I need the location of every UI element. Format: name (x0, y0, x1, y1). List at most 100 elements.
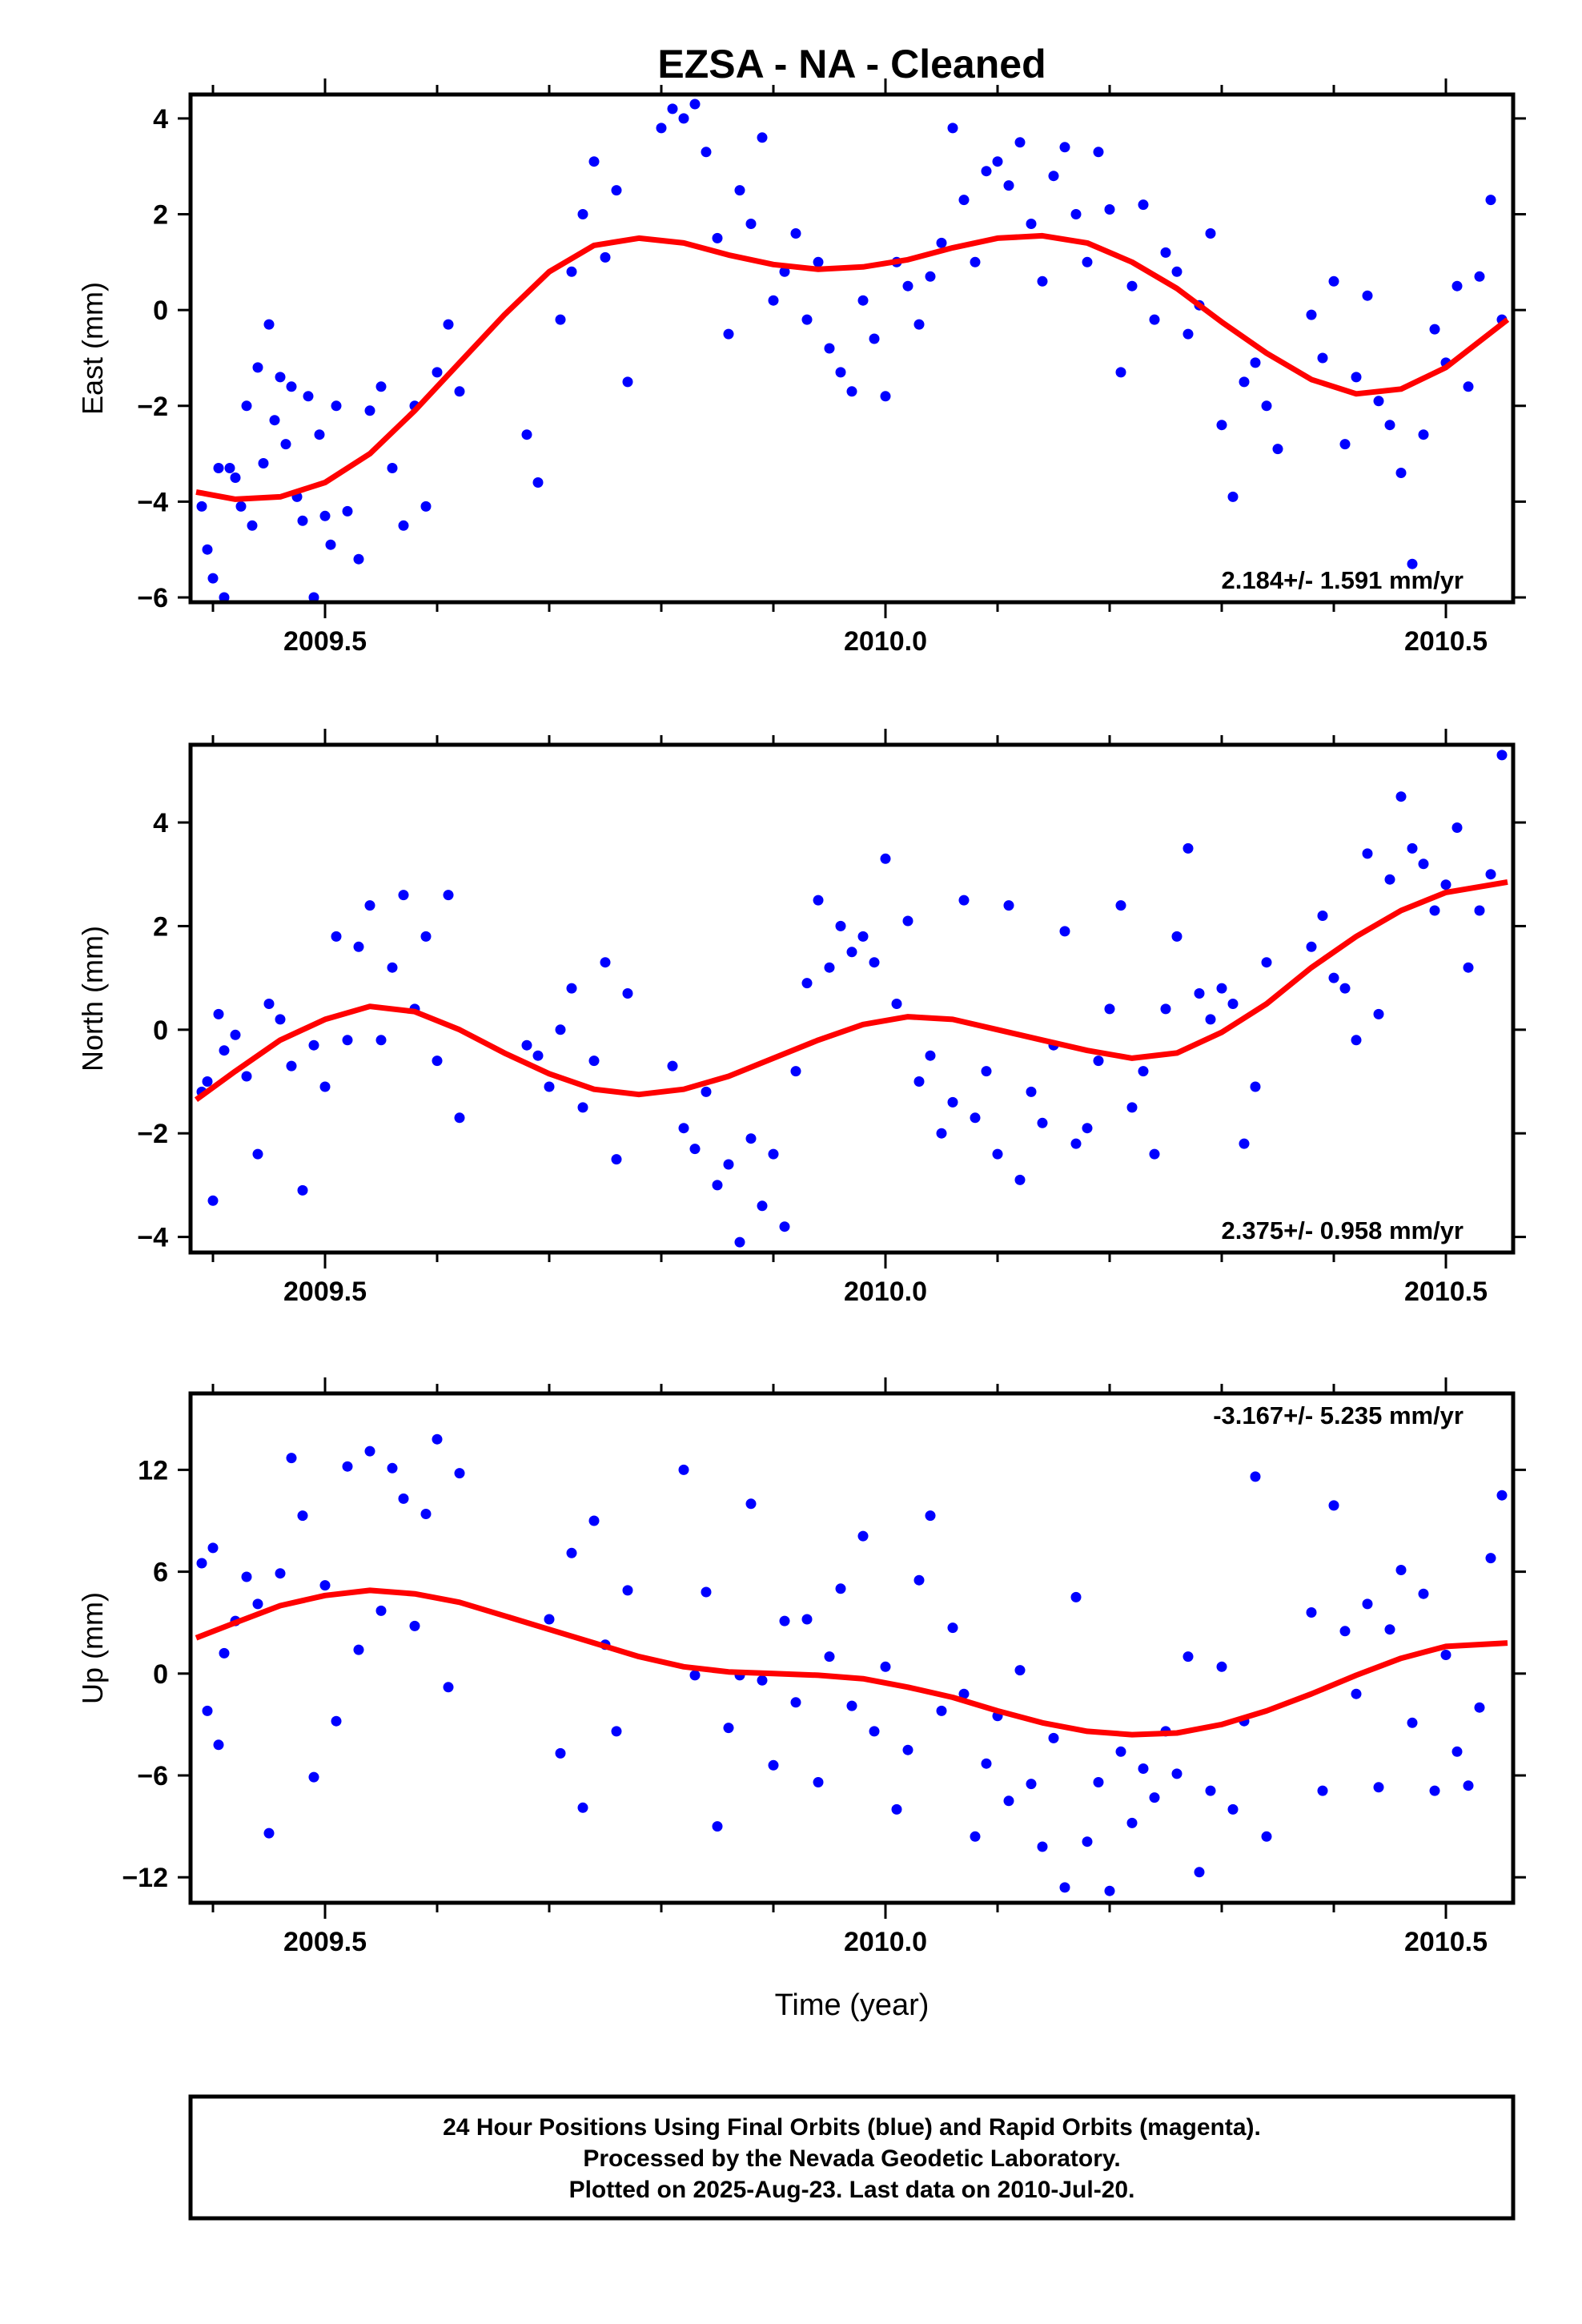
north-data-point (252, 1148, 263, 1160)
north-data-point (1059, 926, 1070, 937)
east-data-point (532, 477, 544, 488)
east-data-point (252, 362, 263, 373)
up-y-tick-label: 6 (153, 1558, 168, 1588)
east-data-point (1182, 328, 1194, 340)
east-data-point (443, 319, 454, 330)
north-data-point (1395, 791, 1407, 802)
up-data-point (1250, 1471, 1261, 1482)
east-data-point (247, 520, 258, 531)
up-data-point (757, 1675, 768, 1686)
north-data-point (1014, 1174, 1026, 1185)
north-data-point (757, 1200, 768, 1212)
east-data-point (981, 166, 992, 177)
up-data-point (409, 1620, 420, 1631)
north-x-tick-label: 2009.5 (283, 1277, 367, 1307)
east-data-point (622, 376, 633, 388)
up-data-point (891, 1803, 902, 1815)
up-data-point (588, 1515, 600, 1526)
east-data-point (1351, 372, 1362, 383)
up-data-point (1395, 1565, 1407, 1575)
up-data-point (1014, 1665, 1026, 1676)
east-data-point (1149, 314, 1160, 325)
north-data-point (1194, 988, 1205, 999)
east-y-tick-label: −4 (137, 487, 168, 517)
east-data-point (1452, 280, 1463, 292)
up-data-point (689, 1670, 701, 1681)
north-data-point (398, 890, 409, 901)
up-data-point (970, 1831, 981, 1842)
east-data-point (566, 266, 577, 277)
east-data-point (308, 592, 319, 602)
up-data-point (857, 1530, 869, 1542)
east-data-point (521, 429, 532, 440)
up-data-point (1351, 1688, 1362, 1699)
east-data-point (734, 185, 745, 196)
north-data-point (1115, 900, 1126, 911)
up-data-point (824, 1651, 835, 1663)
up-rate-label: -3.167+/- 5.235 mm/yr (1213, 1401, 1464, 1429)
east-data-point (213, 463, 224, 473)
east-data-point (1373, 396, 1384, 407)
east-data-point (1317, 352, 1328, 364)
north-data-point (846, 947, 857, 958)
north-data-point (1362, 848, 1373, 859)
up-data-point (835, 1583, 846, 1594)
east-data-point (1362, 290, 1373, 301)
up-data-point (958, 1688, 970, 1699)
north-y-tick-label: 0 (153, 1015, 168, 1046)
up-data-point (801, 1614, 813, 1625)
up-data-point (745, 1498, 757, 1510)
east-y-tick-label: 2 (153, 200, 168, 231)
north-data-point (992, 1148, 1003, 1160)
up-data-point (1026, 1779, 1037, 1790)
north-data-point (622, 988, 633, 999)
north-data-point (521, 1039, 532, 1051)
up-points (196, 1433, 1508, 1896)
north-data-point (1440, 879, 1452, 891)
up-data-point (846, 1700, 857, 1711)
north-data-point (869, 957, 880, 968)
east-data-point (1048, 171, 1059, 182)
north-rate-label: 2.375+/- 0.958 mm/yr (1222, 1216, 1464, 1244)
north-data-point (532, 1050, 544, 1061)
east-data-point (1216, 420, 1227, 431)
up-data-point (1317, 1785, 1328, 1796)
east-data-point (364, 405, 375, 416)
up-data-point (387, 1462, 398, 1474)
up-data-point (432, 1433, 443, 1445)
north-data-point (1250, 1081, 1261, 1092)
north-data-point (857, 931, 869, 942)
north-data-point (1351, 1035, 1362, 1046)
up-data-point (443, 1682, 454, 1693)
east-data-point (768, 295, 779, 306)
north-data-point (230, 1029, 241, 1040)
north-data-point (813, 895, 824, 906)
east-data-point (992, 156, 1003, 167)
east-data-point (958, 195, 970, 206)
up-data-point (241, 1571, 252, 1582)
up-data-point (319, 1580, 331, 1591)
east-data-point (902, 280, 913, 292)
north-data-point (1463, 962, 1474, 973)
up-data-point (1384, 1624, 1395, 1635)
up-data-point (219, 1647, 230, 1659)
east-data-point (319, 510, 331, 521)
north-data-point (734, 1236, 745, 1248)
east-data-point (432, 367, 443, 378)
up-data-point (1328, 1500, 1339, 1511)
east-data-point (258, 458, 269, 468)
up-data-point (1452, 1746, 1463, 1757)
north-data-point (544, 1081, 555, 1092)
east-data-point (1070, 209, 1082, 219)
north-data-point (1093, 1055, 1104, 1067)
north-data-point (600, 957, 611, 968)
east-data-point (1205, 228, 1216, 239)
north-data-point (1474, 905, 1485, 916)
up-data-point (454, 1468, 465, 1479)
north-data-point (353, 941, 364, 952)
up-data-point (678, 1464, 689, 1475)
east-data-point (1306, 309, 1317, 320)
east-data-point (667, 103, 678, 115)
up-data-point (275, 1568, 286, 1579)
